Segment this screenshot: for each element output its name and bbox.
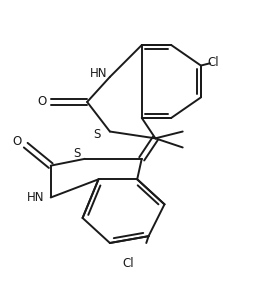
Text: HN: HN — [26, 191, 44, 204]
Text: O: O — [12, 135, 21, 148]
Text: S: S — [73, 147, 80, 160]
Text: Cl: Cl — [122, 257, 134, 270]
Text: HN: HN — [90, 67, 108, 80]
Text: S: S — [93, 128, 101, 141]
Text: Cl: Cl — [208, 56, 219, 69]
Text: O: O — [37, 95, 46, 109]
